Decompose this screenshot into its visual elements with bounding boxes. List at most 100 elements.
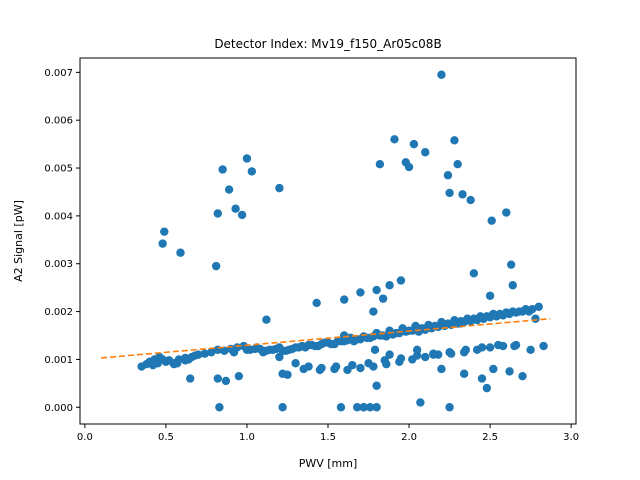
data-point	[348, 360, 357, 370]
data-point	[190, 351, 200, 360]
data-point	[398, 324, 407, 333]
data-point	[411, 321, 420, 331]
y-tick-label: 0.007	[44, 68, 73, 79]
data-point	[508, 281, 517, 290]
data-point	[450, 136, 459, 145]
data-point	[424, 320, 433, 330]
data-point	[391, 328, 401, 338]
data-point	[294, 343, 304, 352]
data-point	[169, 360, 179, 369]
y-tick-label: 0.002	[44, 307, 73, 318]
y-axis: 0.000 0.001 0.002 0.003 0.004 0.005 0.006 0.007	[44, 68, 80, 414]
data-point	[539, 341, 548, 351]
data-point	[258, 348, 268, 357]
data-point	[445, 188, 454, 198]
data-point	[221, 376, 231, 386]
data-point	[278, 403, 287, 412]
data-point	[364, 359, 373, 368]
data-point	[421, 148, 430, 157]
data-point	[396, 354, 406, 363]
data-point	[526, 345, 535, 355]
data-point	[283, 370, 292, 379]
data-point	[365, 403, 375, 412]
plot-area	[101, 70, 551, 412]
data-point	[352, 403, 362, 412]
x-tick-label: 2.0	[401, 432, 417, 443]
data-point	[482, 312, 492, 321]
data-point	[469, 269, 479, 278]
data-point	[340, 331, 349, 340]
data-point	[489, 364, 498, 374]
data-point	[299, 364, 308, 374]
y-tick-label: 0.000	[44, 403, 73, 414]
data-point	[404, 162, 414, 172]
data-point	[378, 294, 388, 303]
x-tick-label: 3.0	[563, 432, 579, 443]
data-point	[359, 403, 368, 412]
data-point	[495, 309, 505, 319]
x-axis: 0.0 0.5 1.0 1.5 2.0 2.5 3.0	[77, 424, 579, 443]
data-point	[510, 341, 519, 351]
data-point	[485, 343, 495, 352]
data-point	[459, 369, 469, 378]
data-point	[453, 160, 462, 169]
data-point	[412, 351, 422, 360]
data-point	[312, 298, 321, 308]
data-point	[518, 371, 527, 381]
x-tick-label: 2.5	[482, 432, 498, 443]
data-point	[443, 319, 453, 328]
data-point	[494, 340, 503, 350]
data-point	[443, 171, 453, 180]
data-point	[380, 356, 389, 365]
data-point	[477, 374, 487, 383]
data-point	[220, 346, 229, 355]
data-point	[437, 317, 446, 327]
data-point	[390, 135, 399, 144]
data-point	[224, 185, 234, 194]
data-point	[372, 403, 381, 412]
data-point	[372, 381, 381, 390]
data-point	[375, 160, 385, 169]
data-point	[370, 345, 380, 355]
y-axis-label: A2 Signal [pW]	[12, 200, 25, 282]
data-point	[463, 314, 472, 323]
data-point	[281, 346, 291, 355]
data-point	[161, 357, 171, 366]
y-tick-label: 0.006	[44, 116, 73, 127]
data-point	[416, 398, 425, 407]
data-point	[458, 190, 467, 199]
data-point	[352, 335, 362, 344]
data-point	[506, 260, 516, 269]
y-tick-label: 0.001	[44, 355, 73, 366]
chart-title: Detector Index: Mv19_f150_Ar05c08B	[214, 37, 441, 51]
data-point	[385, 326, 394, 335]
x-axis-label: PWV [mm]	[299, 457, 358, 470]
fit-line	[101, 317, 551, 359]
data-point	[528, 304, 537, 314]
data-point	[437, 70, 446, 79]
data-point	[237, 210, 247, 220]
data-point	[429, 350, 438, 359]
data-point	[315, 365, 325, 375]
data-point	[369, 307, 378, 316]
data-point	[466, 195, 475, 205]
data-point	[231, 204, 240, 213]
data-point	[412, 345, 422, 355]
y-tick-label: 0.004	[44, 211, 73, 222]
data-point	[505, 367, 514, 376]
data-point	[521, 304, 530, 314]
data-point	[275, 183, 284, 193]
data-point	[461, 345, 470, 355]
data-point	[485, 291, 495, 300]
data-point	[242, 154, 252, 163]
data-point	[186, 374, 195, 383]
data-point	[340, 337, 349, 346]
data-point	[242, 345, 252, 355]
data-point	[356, 288, 365, 297]
data-point	[336, 403, 346, 412]
x-tick-label: 0.5	[158, 432, 174, 443]
data-point	[213, 374, 222, 383]
data-point	[307, 340, 316, 350]
data-point	[158, 239, 167, 248]
data-point	[359, 332, 368, 341]
